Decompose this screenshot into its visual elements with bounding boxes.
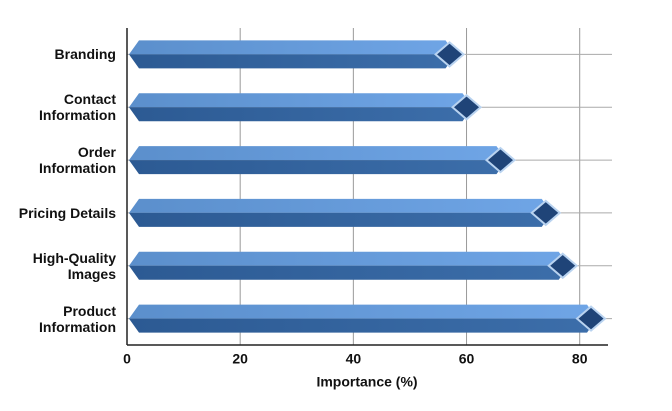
bar-top [129,251,569,266]
x-tick-label: 0 [123,351,131,367]
bar-bottom [129,318,598,333]
bar-tip [484,146,517,174]
bar [129,304,607,333]
bar [129,146,517,175]
bar [129,251,579,280]
x-axis-label: Importance (%) [316,374,417,390]
x-tick-label: 40 [346,351,362,367]
bar-top [129,40,456,55]
x-tick-label: 80 [572,351,588,367]
bar [129,40,466,69]
bar-tip [434,41,466,68]
bar-tip [530,199,562,227]
bar-top [129,198,552,213]
bar-bottom [129,212,552,227]
bar [129,198,562,227]
y-tick-label: Pricing Details [18,204,116,221]
y-tick-label: High-Quality Images [32,249,116,282]
bar-bottom [129,107,473,122]
bar-bottom [129,160,507,175]
bar-bottom [129,54,456,69]
bar-bottom [129,265,569,280]
bar-top [129,93,473,108]
bar-tip [547,252,579,280]
y-tick-label: Contact Information [39,91,116,124]
bar-tip [450,93,483,121]
y-tick-label: Product Information [39,302,116,335]
bar [129,93,483,122]
x-tick-label: 60 [459,351,475,367]
x-tick-label: 20 [232,351,248,367]
bar-top [129,146,507,161]
bar-tip [575,305,607,332]
y-tick-label: Branding [54,46,116,63]
y-tick-label: Order Information [39,144,116,177]
bar-top [129,304,598,319]
